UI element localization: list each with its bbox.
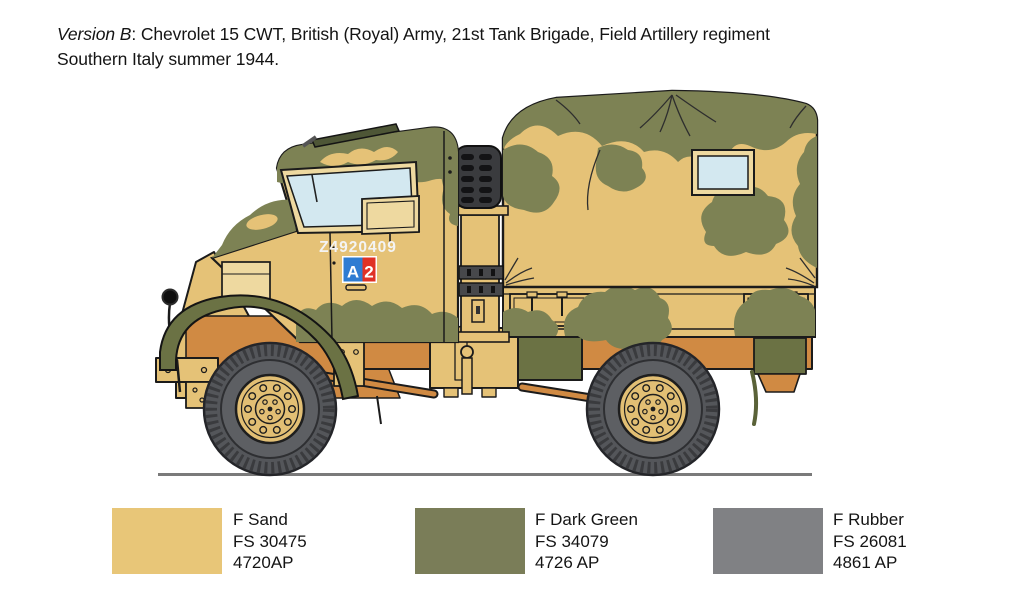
unit-badge: A 2 xyxy=(342,256,377,283)
front-fender xyxy=(159,294,360,401)
stowage-rack xyxy=(452,145,510,395)
caption-text: Version B: Chevrolet 15 CWT, British (Ro… xyxy=(57,22,887,72)
badge-number-field xyxy=(362,257,376,282)
swatch-rubber-label: F Rubber FS 26081 4861 AP xyxy=(833,510,907,572)
door-seam xyxy=(329,232,333,341)
front-wheel xyxy=(204,343,336,475)
caption-line1: Version B: Chevrolet 15 CWT, British (Ro… xyxy=(57,24,770,44)
bed-camo-blob xyxy=(503,308,559,336)
roof-stowed-roll xyxy=(310,123,401,148)
hanging-strap xyxy=(750,370,759,426)
bed-camo-blob xyxy=(563,285,672,349)
cab-lower-camo xyxy=(296,300,458,342)
swatch-dark-green-label: F Dark Green FS 34079 4726 AP xyxy=(535,510,638,572)
badge-number: 2 xyxy=(364,263,373,282)
caption-line1-text: Chevrolet 15 CWT, British (Royal) Army, … xyxy=(140,24,770,44)
rear-stowage-box xyxy=(753,337,807,375)
badge-letter-field xyxy=(343,257,363,282)
caption-line2: Southern Italy summer 1944. xyxy=(57,49,279,69)
registration-number: Z4920409 xyxy=(319,239,397,256)
tarp-camo-blob xyxy=(595,144,646,192)
bed-camo-blob xyxy=(733,288,815,336)
wiper xyxy=(311,174,318,203)
cargo-bed xyxy=(502,285,816,349)
tarp-camo-blob xyxy=(503,144,560,213)
version-label: Version B xyxy=(57,24,132,44)
tarp-camo-blob xyxy=(791,136,817,268)
tarp-camo-blob xyxy=(701,186,789,256)
front-leaf-spring xyxy=(309,371,437,397)
door-handle xyxy=(345,284,367,291)
door-vent-panel xyxy=(361,195,420,235)
swatch-sand-label: F Sand FS 30475 4720AP xyxy=(233,510,307,572)
rear-mudflap xyxy=(757,373,801,393)
hood-side-box xyxy=(221,261,271,301)
brake-rod xyxy=(376,395,382,425)
tarp-fold-lines xyxy=(504,94,816,287)
mirror-head xyxy=(161,288,179,306)
rear-wheel xyxy=(587,343,719,475)
swatch-sand xyxy=(112,508,222,574)
swatch-rubber xyxy=(713,508,823,574)
canvas-tarp xyxy=(501,89,819,289)
roof-bracket xyxy=(301,135,318,148)
tarp-window-glass xyxy=(697,155,749,190)
cab: Z4920409 A 2 xyxy=(161,123,460,393)
swatch-dark-green xyxy=(415,508,525,574)
badge-letter: A xyxy=(347,263,359,282)
tarp-camo-top xyxy=(503,91,817,162)
